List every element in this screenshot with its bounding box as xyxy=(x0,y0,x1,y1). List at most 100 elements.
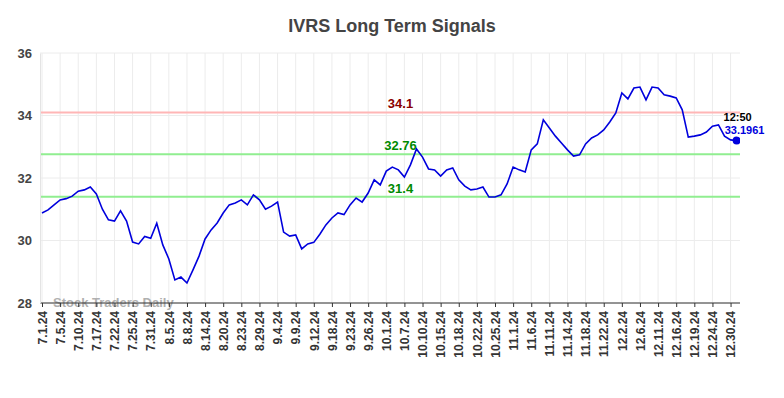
x-tick: 10.1.24 xyxy=(380,303,394,351)
plot-area xyxy=(42,87,740,283)
x-tick: 11.6.24 xyxy=(525,303,539,350)
x-tick-mark xyxy=(386,303,387,307)
x-tick-mark xyxy=(78,303,79,307)
x-tick-mark xyxy=(42,303,43,307)
x-tick-mark xyxy=(459,303,460,307)
x-tick-label: 12.24.24 xyxy=(706,311,720,358)
x-tick-mark xyxy=(223,303,224,307)
grid xyxy=(40,53,740,303)
x-tick: 12.11.24 xyxy=(652,303,666,357)
x-tick-label: 11.22.24 xyxy=(597,311,611,357)
x-tick: 7.17.24 xyxy=(90,303,104,351)
x-tick-label: 10.15.24 xyxy=(434,311,448,358)
grid-line-x xyxy=(350,53,351,303)
x-tick-label: 12.11.24 xyxy=(652,311,666,357)
grid-line-x xyxy=(603,53,604,303)
x-tick-label: 8.5.24 xyxy=(163,311,177,345)
grid-line-x xyxy=(730,53,731,303)
x-tick: 8.23.24 xyxy=(235,303,249,351)
x-tick: 10.25.24 xyxy=(489,303,503,358)
x-tick: 9.9.24 xyxy=(289,303,303,344)
x-tick: 7.1.24 xyxy=(36,303,50,344)
grid-line-x xyxy=(295,53,296,303)
x-tick-mark xyxy=(731,303,732,307)
x-tick-mark xyxy=(368,303,369,307)
x-tick: 11.22.24 xyxy=(597,303,611,357)
x-tick-label: 10.7.24 xyxy=(398,311,412,351)
x-tick-label: 9.9.24 xyxy=(289,311,303,345)
grid-line-x xyxy=(42,53,43,303)
grid-line-x xyxy=(60,53,61,303)
reference-label: 34.1 xyxy=(388,96,413,111)
x-tick-mark xyxy=(259,303,260,307)
x-tick-label: 9.23.24 xyxy=(344,311,358,351)
x-tick-mark xyxy=(96,303,97,307)
x-tick: 7.25.24 xyxy=(126,303,140,351)
last-time: 12:50 xyxy=(724,111,752,123)
y-axis: 2830323436 xyxy=(18,46,41,311)
x-tick: 9.4.24 xyxy=(271,303,285,344)
grid-line-x xyxy=(114,53,115,303)
reference-label: 32.76 xyxy=(384,138,417,153)
y-tick: 30 xyxy=(18,233,40,248)
x-tick: 12.16.24 xyxy=(670,303,684,358)
x-tick-label: 10.22.24 xyxy=(471,311,485,358)
y-tick-label: 36 xyxy=(18,46,32,61)
x-tick-mark xyxy=(622,303,623,307)
grid-line-x xyxy=(386,53,387,303)
reference-label: 31.4 xyxy=(388,181,414,196)
x-tick: 9.18.24 xyxy=(326,303,340,351)
x-tick-label: 8.14.24 xyxy=(199,311,213,351)
x-tick-mark xyxy=(712,303,713,307)
grid-line-y xyxy=(40,53,740,54)
grid-line-y xyxy=(40,115,740,116)
x-tick-mark xyxy=(694,303,695,307)
x-tick-label: 7.1.24 xyxy=(36,311,50,345)
grid-line-x xyxy=(567,53,568,303)
grid-line-x xyxy=(513,53,514,303)
x-tick-mark xyxy=(278,303,279,307)
grid-line-x xyxy=(313,53,314,303)
x-tick-label: 7.25.24 xyxy=(126,311,140,351)
x-tick-label: 10.1.24 xyxy=(380,311,394,351)
grid-line-y xyxy=(40,240,740,241)
x-tick-mark xyxy=(658,303,659,307)
x-tick-mark xyxy=(332,303,333,307)
x-tick: 10.10.24 xyxy=(416,303,430,358)
reference-line xyxy=(40,111,740,113)
x-tick-label: 11.11.24 xyxy=(543,311,557,357)
y-tick-label: 34 xyxy=(18,108,33,123)
grid-line-x xyxy=(549,53,550,303)
grid-line-x xyxy=(658,53,659,303)
grid-line-x xyxy=(132,53,133,303)
x-tick-mark xyxy=(513,303,514,307)
x-tick: 10.22.24 xyxy=(471,303,485,358)
x-tick: 10.18.24 xyxy=(452,303,466,358)
x-tick-label: 11.14.24 xyxy=(561,311,575,357)
x-tick: 12.2.24 xyxy=(616,303,630,351)
x-tick: 8.8.24 xyxy=(181,303,195,344)
x-tick-label: 9.18.24 xyxy=(326,311,340,351)
x-tick-label: 12.2.24 xyxy=(616,311,630,351)
x-tick-mark xyxy=(640,303,641,307)
y-tick-label: 28 xyxy=(18,296,32,311)
x-tick-label: 8.8.24 xyxy=(181,311,195,345)
x-tick-label: 8.23.24 xyxy=(235,311,249,351)
x-tick-mark xyxy=(187,303,188,307)
x-tick-mark xyxy=(314,303,315,307)
x-tick-mark xyxy=(495,303,496,307)
x-tick-mark xyxy=(423,303,424,307)
x-tick-label: 7.31.24 xyxy=(144,311,158,351)
x-tick: 11.18.24 xyxy=(579,303,593,357)
grid-line-x xyxy=(205,53,206,303)
grid-line-x xyxy=(531,53,532,303)
x-tick-mark xyxy=(549,303,550,307)
x-tick: 7.5.24 xyxy=(54,303,68,344)
x-tick: 7.22.24 xyxy=(108,303,122,351)
x-tick-label: 9.12.24 xyxy=(308,311,322,351)
reference-lines xyxy=(40,112,740,196)
x-tick-label: 12.19.24 xyxy=(688,311,702,358)
x-tick: 7.10.24 xyxy=(72,303,86,351)
x-tick: 10.7.24 xyxy=(398,303,412,351)
y-tick: 28 xyxy=(18,296,40,311)
